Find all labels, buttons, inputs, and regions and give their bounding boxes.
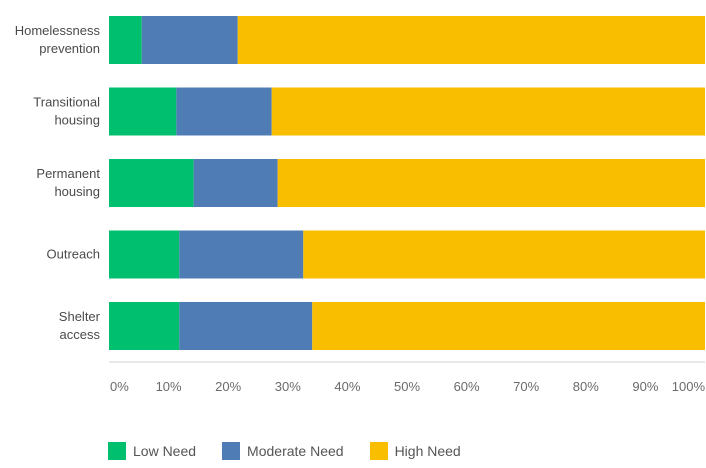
x-tick-label: 60%: [454, 379, 480, 394]
category-label: Permanent housing: [36, 166, 100, 199]
x-tick-label: 50%: [394, 379, 420, 394]
bar-low-need-3: [109, 230, 180, 279]
bar-high-need-4: [312, 302, 705, 350]
x-tick-labels: 0% 10% 20% 30% 40% 50% 60% 70% 80% 90% 100%: [110, 379, 705, 394]
x-tick-label: 30%: [275, 379, 301, 394]
legend-item: High Need: [369, 442, 461, 460]
bar-high-need-0: [237, 16, 705, 64]
bar-high-need-3: [303, 230, 705, 279]
bar-moderate-need-1: [176, 87, 272, 136]
bar-moderate-need-4: [179, 302, 313, 350]
bar-low-need-2: [109, 159, 194, 207]
bar-moderate-need-2: [193, 159, 278, 207]
category-label: Homelessness prevention: [15, 23, 101, 56]
legend-label: Moderate Need: [247, 443, 344, 459]
x-tick-label: 0%: [110, 379, 129, 394]
legend-label: High Need: [394, 443, 461, 459]
category-labels: Homelessness prevention Transitional housin…: [15, 23, 101, 342]
x-tick-label: 40%: [334, 379, 360, 394]
bar-low-need-4: [109, 302, 180, 350]
bar-moderate-need-3: [179, 230, 304, 279]
legend: Low Need Moderate Need High Need: [108, 442, 487, 460]
legend-item: Low Need: [108, 442, 196, 460]
category-label: Transitional housing: [33, 95, 100, 128]
x-tick-label: 100%: [672, 379, 706, 394]
x-tick-label: 10%: [156, 379, 182, 394]
bar-low-need-1: [109, 87, 177, 136]
category-label: Shelter access: [59, 309, 101, 342]
x-tick-label: 20%: [215, 379, 241, 394]
x-tick-label: 70%: [513, 379, 539, 394]
legend-swatch: [222, 442, 241, 460]
bar-high-need-2: [277, 159, 705, 207]
bars-group: [109, 16, 705, 350]
bar-moderate-need-0: [141, 16, 238, 64]
bar-high-need-1: [271, 87, 705, 136]
category-label: Outreach: [47, 247, 100, 262]
legend-label: Low Need: [133, 443, 197, 459]
x-tick-label: 90%: [632, 379, 658, 394]
legend-swatch: [369, 442, 388, 460]
legend-item: Moderate Need: [222, 442, 344, 460]
legend-swatch: [108, 442, 126, 460]
x-tick-label: 80%: [573, 379, 599, 394]
bar-low-need-0: [109, 16, 142, 64]
